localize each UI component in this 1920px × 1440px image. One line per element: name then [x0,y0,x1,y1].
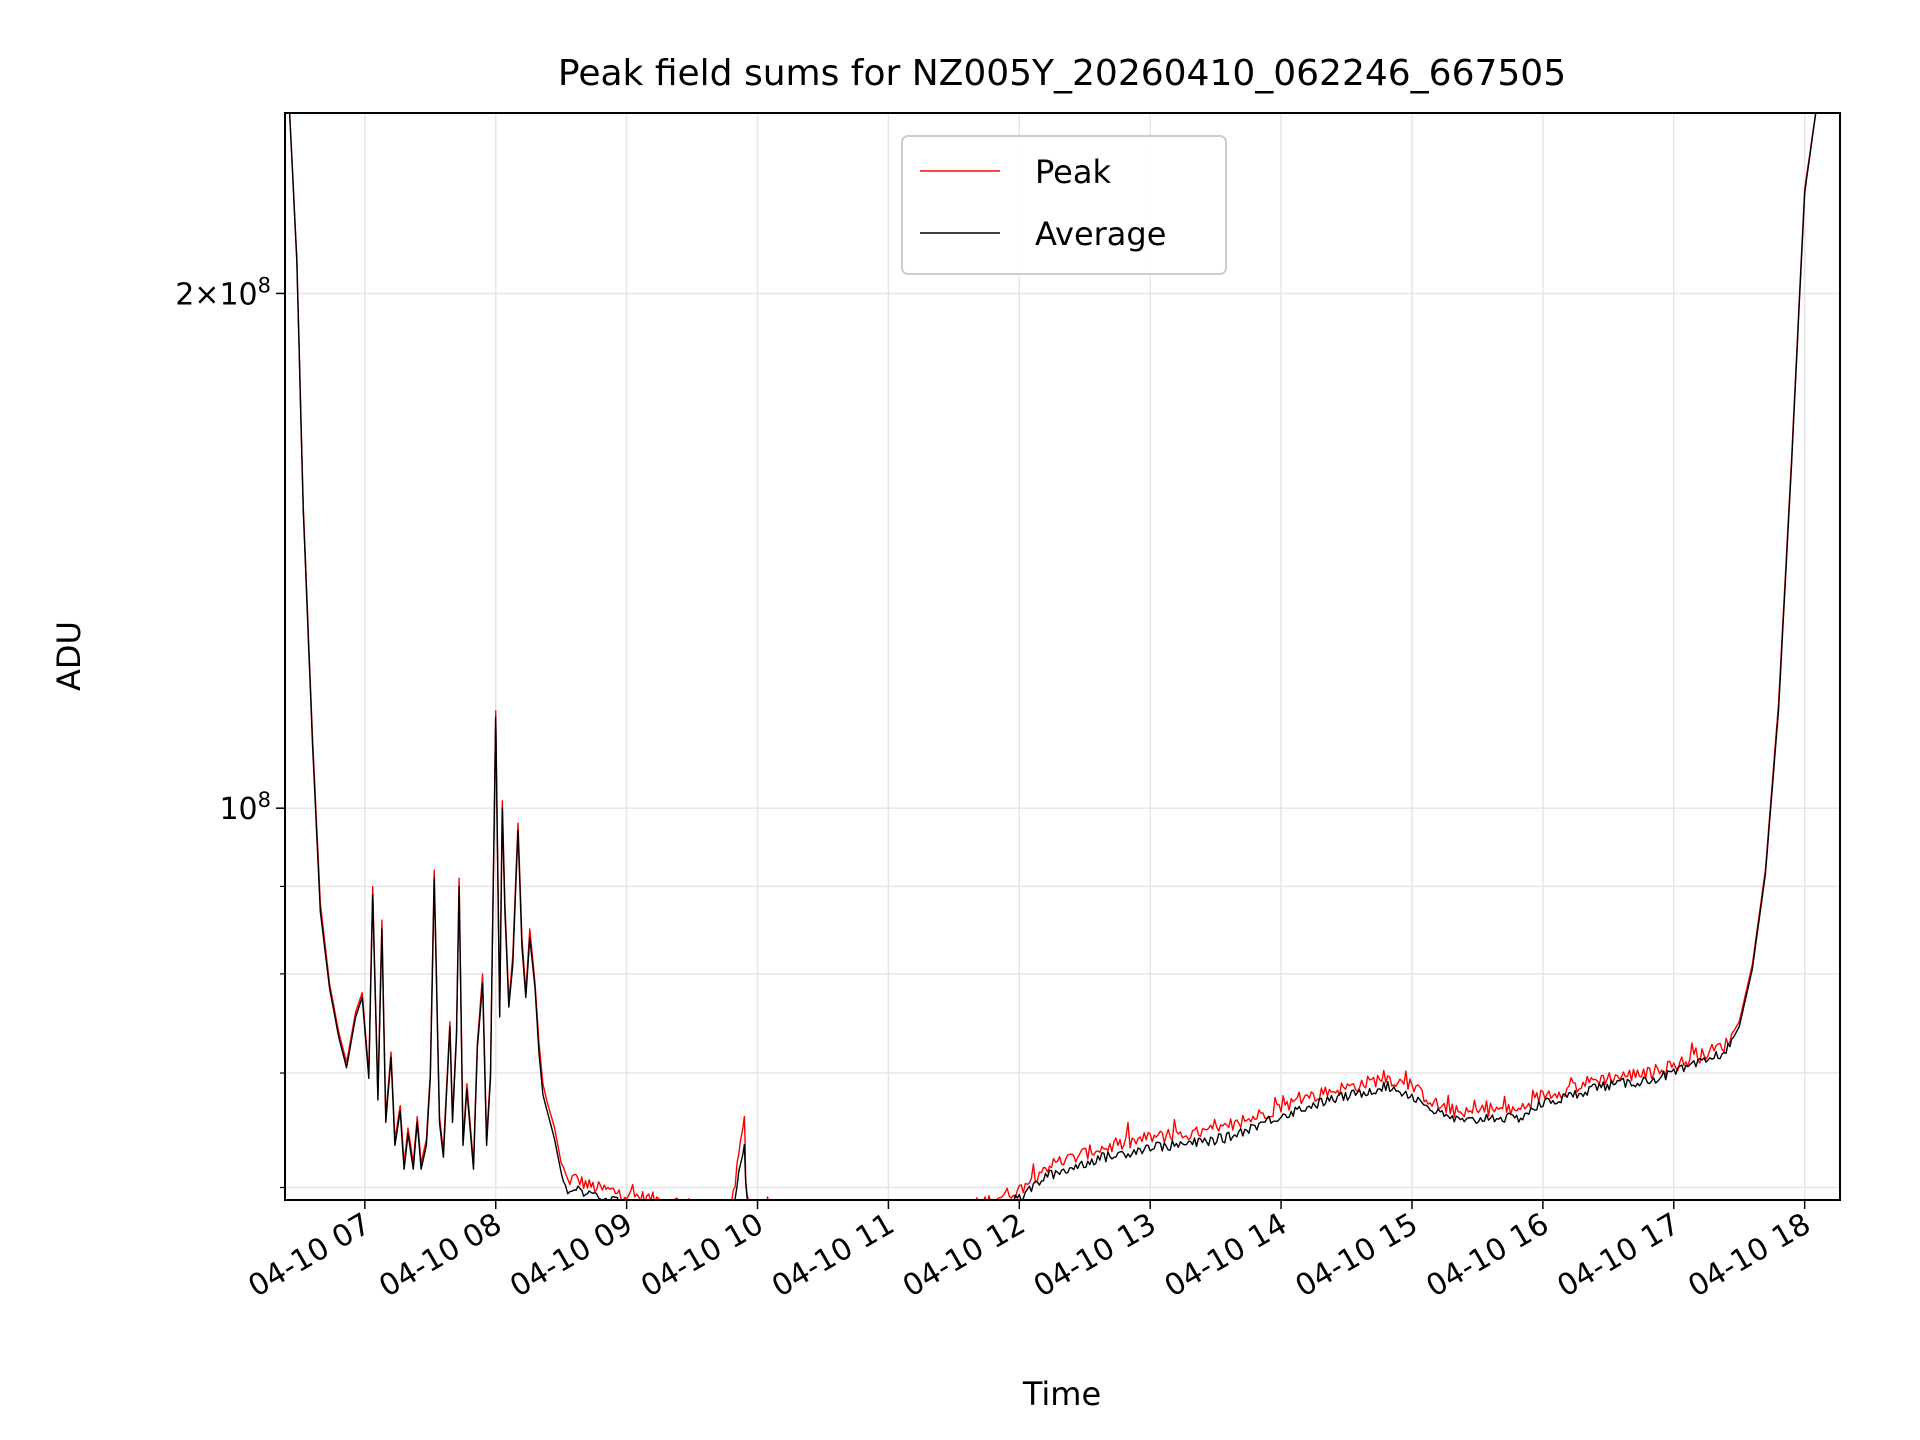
series-group [288,113,1817,1200]
y-tick-label: 108 [219,788,271,827]
x-axis-label: Time [1022,1375,1101,1413]
legend-peak-label: Peak [1035,153,1111,191]
series-line-average [288,113,1817,1200]
grid [285,113,1840,1200]
legend: Peak Average [901,135,1227,275]
plot-frame [284,112,1841,1201]
y-axis: 108 2×108 [175,273,285,1189]
legend-average-label: Average [1035,215,1166,253]
y-tick-label: 2×108 [175,273,271,312]
chart-title: Peak field sums for NZ005Y_20260410_0622… [558,53,1566,94]
y-axis-label: ADU [50,621,88,691]
